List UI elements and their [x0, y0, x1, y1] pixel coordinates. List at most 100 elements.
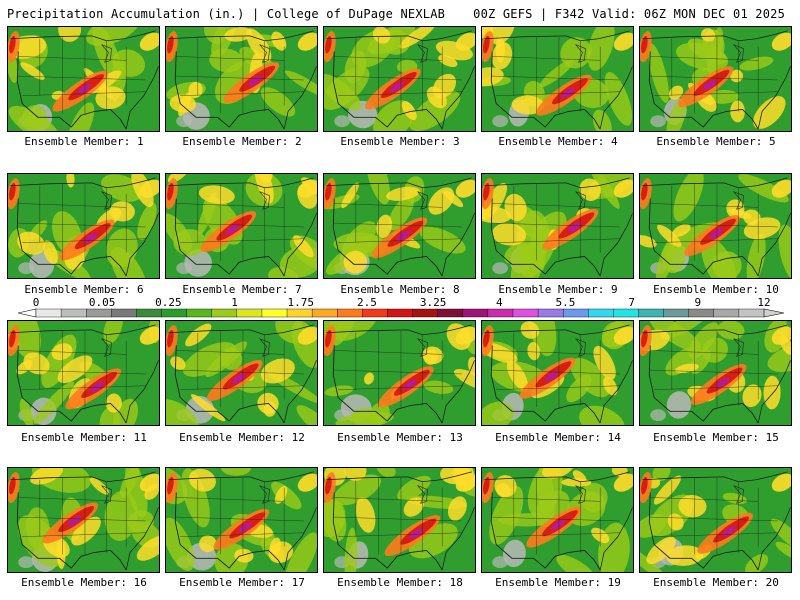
member-number: 6	[136, 283, 144, 296]
colorbar-bin	[588, 308, 614, 318]
member-number: 5	[768, 135, 776, 148]
run-info: 00Z GEFS | F342 Valid: 06Z MON DEC 01 20…	[473, 7, 785, 21]
colorbar-bin	[387, 308, 414, 318]
colorbar-right-arrow	[763, 308, 785, 318]
colorbar-tick-label: 3.25	[420, 296, 447, 309]
colorbar-bin	[136, 308, 163, 318]
precip-map	[166, 174, 317, 278]
member-number: 15	[765, 431, 779, 444]
member-number: 7	[294, 283, 302, 296]
member-number: 3	[452, 135, 460, 148]
colorbar-bin	[412, 308, 439, 318]
colorbar-bin	[663, 308, 690, 318]
member-number: 19	[607, 576, 621, 589]
caption-prefix: Ensemble Member:	[21, 576, 134, 589]
ensemble-map	[639, 320, 792, 426]
colorbar-bin	[613, 308, 639, 318]
colorbar-bin	[236, 308, 263, 318]
colorbar-bin	[211, 308, 238, 318]
ensemble-map	[323, 26, 476, 132]
colorbar-bin	[688, 308, 715, 318]
member-number: 17	[291, 576, 305, 589]
precip-map	[8, 27, 159, 131]
precip-map	[640, 174, 791, 278]
colorbar-tick-label: 2.5	[357, 296, 377, 309]
caption-prefix: Ensemble Member:	[653, 431, 766, 444]
colorbar-bin	[487, 308, 514, 318]
member-caption: Ensemble Member: 8	[321, 283, 479, 296]
colorbar-bin	[286, 308, 313, 318]
precip-map	[482, 468, 633, 572]
colorbar-tick-label: 9	[695, 296, 702, 309]
member-number: 18	[449, 576, 463, 589]
member-caption: Ensemble Member: 11	[5, 431, 163, 444]
ensemble-map	[639, 173, 792, 279]
ensemble-map	[7, 173, 160, 279]
ensemble-map	[323, 320, 476, 426]
member-caption: Ensemble Member: 16	[5, 576, 163, 589]
caption-prefix: Ensemble Member:	[495, 576, 608, 589]
colorbar-left-arrow	[17, 308, 37, 318]
precip-map	[8, 321, 159, 425]
ensemble-map	[165, 467, 318, 573]
member-number: 4	[610, 135, 618, 148]
member-number: 9	[610, 283, 618, 296]
member-caption: Ensemble Member: 5	[637, 135, 795, 148]
caption-prefix: Ensemble Member:	[24, 283, 137, 296]
precip-map	[324, 174, 475, 277]
ensemble-map	[481, 173, 634, 279]
member-caption: Ensemble Member: 15	[637, 431, 795, 444]
colorbar-tick-label: 1.75	[287, 296, 314, 309]
precip-map	[8, 468, 159, 572]
ensemble-map	[481, 320, 634, 426]
member-caption: Ensemble Member: 12	[163, 431, 321, 444]
member-number: 14	[607, 431, 621, 444]
precip-map	[640, 27, 791, 131]
ensemble-map	[481, 26, 634, 132]
member-caption: Ensemble Member: 17	[163, 576, 321, 589]
precip-map	[482, 174, 633, 278]
caption-prefix: Ensemble Member:	[495, 431, 608, 444]
ensemble-map	[323, 467, 476, 573]
colorbar-bin	[337, 308, 363, 318]
colorbar-tick-label: 0.25	[155, 296, 182, 309]
caption-prefix: Ensemble Member:	[179, 576, 292, 589]
member-caption: Ensemble Member: 6	[5, 283, 163, 296]
colorbar-tick-label: 0.05	[89, 296, 116, 309]
member-caption: Ensemble Member: 20	[637, 576, 795, 589]
member-caption: Ensemble Member: 18	[321, 576, 479, 589]
member-caption: Ensemble Member: 2	[163, 135, 321, 148]
member-caption: Ensemble Member: 3	[321, 135, 479, 148]
precip-colorbar: 0 0.05 0.25 1 1.75 2.5 3.25 4 5.5 7 9 12	[17, 296, 785, 318]
colorbar-bin	[161, 308, 188, 318]
member-number: 1	[136, 135, 144, 148]
member-number: 13	[449, 431, 463, 444]
colorbar-bin	[638, 308, 665, 318]
colorbar-bin	[713, 308, 740, 318]
colorbar-bin	[362, 308, 388, 318]
member-number: 20	[765, 576, 779, 589]
caption-prefix: Ensemble Member:	[498, 135, 611, 148]
colorbar-bin	[311, 308, 338, 318]
colorbar-bin	[437, 308, 464, 318]
colorbar-tick-label: 5.5	[556, 296, 576, 309]
caption-prefix: Ensemble Member:	[340, 135, 453, 148]
ensemble-map	[165, 173, 318, 279]
caption-prefix: Ensemble Member:	[179, 431, 292, 444]
caption-prefix: Ensemble Member:	[21, 431, 134, 444]
precip-map	[166, 27, 317, 130]
ensemble-map	[7, 26, 160, 132]
colorbar-bin	[186, 308, 213, 318]
colorbar-bin	[738, 308, 765, 318]
precip-map	[482, 321, 633, 425]
ensemble-map	[7, 467, 160, 573]
member-caption: Ensemble Member: 9	[479, 283, 637, 296]
member-caption: Ensemble Member: 19	[479, 576, 637, 589]
precip-map	[324, 321, 475, 425]
member-caption: Ensemble Member: 4	[479, 135, 637, 148]
colorbar-bin	[537, 308, 564, 318]
ensemble-map	[323, 173, 476, 279]
precip-map	[482, 27, 633, 131]
colorbar-bin	[60, 308, 87, 318]
caption-prefix: Ensemble Member:	[337, 576, 450, 589]
